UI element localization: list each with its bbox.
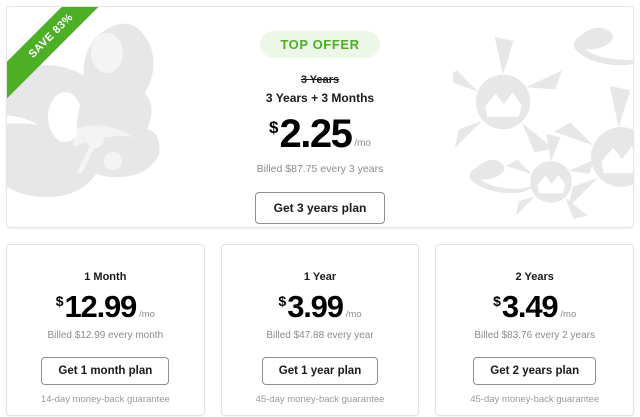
plan-billed-note: Billed $83.76 every 2 years xyxy=(474,330,595,341)
plan-card-1-month[interactable]: 1 Month $ 12.99 /mo Billed $12.99 every … xyxy=(6,244,205,416)
plan-title: 1 Month xyxy=(84,271,127,283)
top-offer-price: $ 2.25 /mo xyxy=(7,114,633,154)
plan-currency-symbol: $ xyxy=(493,293,501,309)
top-offer-price-amount: 2.25 xyxy=(279,112,352,156)
plan-guarantee: 14-day money-back guarantee xyxy=(40,394,170,405)
top-offer-original-term: 3 Years xyxy=(300,74,340,86)
top-offer-badge: TOP OFFER xyxy=(260,31,380,58)
plan-price-amount: 3.99 xyxy=(287,289,344,324)
plan-card-2-years[interactable]: 2 Years $ 3.49 /mo Billed $83.76 every 2… xyxy=(435,244,635,416)
plan-card-1-year[interactable]: 1 Year $ 3.99 /mo Billed $47.88 every ye… xyxy=(220,244,420,416)
plan-price-amount: 3.49 xyxy=(501,289,559,324)
plan-price-period: /mo xyxy=(560,308,577,320)
top-offer-promo-term: 3 Years + 3 Months xyxy=(265,91,375,105)
plan-billed-note: Billed $12.99 every month xyxy=(47,330,164,341)
plan-currency-symbol: $ xyxy=(55,293,64,309)
get-3-years-plan-button[interactable]: Get 3 years plan xyxy=(254,192,386,224)
plan-price-period: /mo xyxy=(345,308,362,320)
get-1-year-plan-button[interactable]: Get 1 year plan xyxy=(261,357,379,385)
plan-currency-symbol: $ xyxy=(278,293,287,309)
plan-billed-note: Billed $47.88 every year xyxy=(266,330,374,341)
plan-price-period: /mo xyxy=(139,308,155,320)
plan-price: $ 12.99 /mo xyxy=(7,291,204,322)
top-offer-content: TOP OFFER 3 Years 3 Years + 3 Months $ 2… xyxy=(7,7,633,227)
plan-price: $ 3.49 /mo xyxy=(436,291,633,322)
plans-row: 1 Month $ 12.99 /mo Billed $12.99 every … xyxy=(6,244,635,416)
plan-guarantee: 45-day money-back guarantee xyxy=(255,394,385,405)
top-offer-price-period: /mo xyxy=(354,138,371,149)
plan-title: 2 Years xyxy=(515,271,554,283)
plan-guarantee: 45-day money-back guarantee xyxy=(470,394,600,405)
get-2-years-plan-button[interactable]: Get 2 years plan xyxy=(473,357,597,385)
top-offer-banner: SAVE 83% xyxy=(6,6,634,228)
get-1-month-plan-button[interactable]: Get 1 month plan xyxy=(41,357,170,385)
top-offer-currency-symbol: $ xyxy=(269,118,279,137)
plan-price-amount: 12.99 xyxy=(64,289,138,324)
plan-title: 1 Year xyxy=(303,271,337,283)
top-offer-billed-note: Billed $87.75 every 3 years xyxy=(256,163,384,175)
plan-price: $ 3.99 /mo xyxy=(222,291,419,322)
